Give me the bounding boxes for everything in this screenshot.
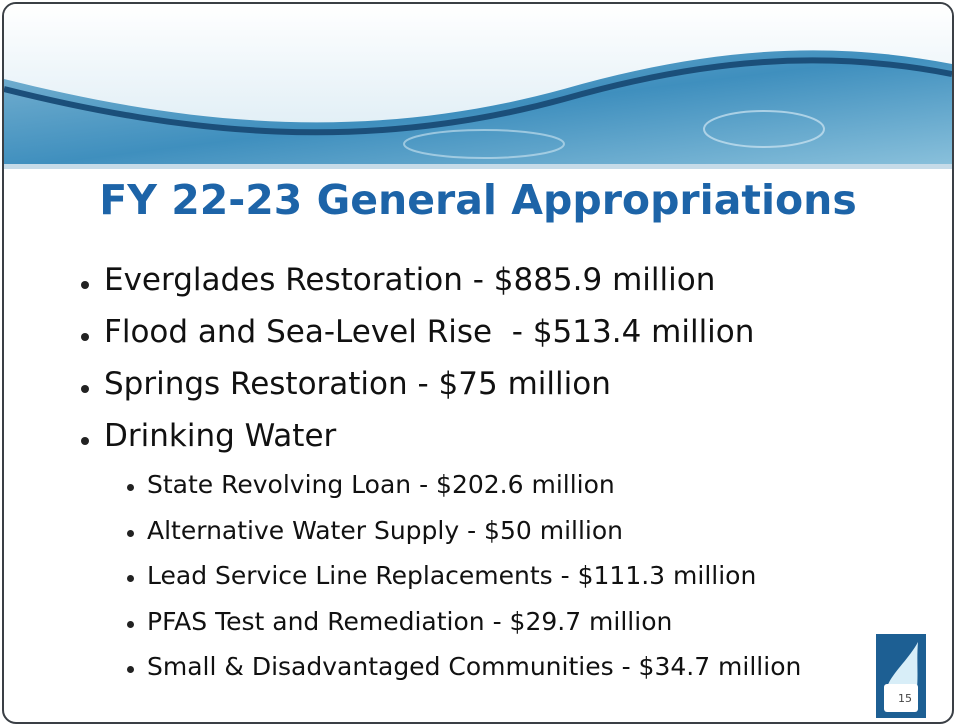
sub-bullet-dot bbox=[127, 620, 134, 628]
sub-bullet-text: Small & Disadvantaged Communities - $34.… bbox=[147, 652, 802, 681]
bullet-text: Everglades Restoration - $885.9 million bbox=[104, 262, 716, 298]
header-wave bbox=[4, 4, 952, 169]
page-number: 15 bbox=[898, 692, 912, 705]
sub-bullet-text: Alternative Water Supply - $50 million bbox=[147, 515, 624, 545]
bullet-text: Springs Restoration - $75 million bbox=[104, 366, 611, 402]
sub-bullet-dot bbox=[127, 529, 134, 537]
bullet-dot bbox=[81, 333, 89, 341]
sub-bullet-dot bbox=[127, 575, 134, 582]
bullet-text: Flood and Sea-Level Rise - $513.4 millio… bbox=[104, 314, 755, 350]
sub-bullet-text: PFAS Test and Remediation - $29.7 millio… bbox=[147, 606, 673, 636]
sub-bullet-text: State Revolving Loan - $202.6 million bbox=[147, 470, 615, 499]
bullet-dot bbox=[81, 281, 89, 289]
sub-bullet-dot bbox=[127, 666, 134, 673]
bullet-dot bbox=[81, 437, 89, 445]
sub-bullet-dot bbox=[127, 484, 134, 491]
sub-bullet-text: Lead Service Line Replacements - $111.3 … bbox=[147, 561, 757, 590]
slide-title: FY 22-23 General Appropriations bbox=[99, 176, 857, 224]
logo bbox=[876, 634, 926, 718]
bullet-dot bbox=[81, 385, 89, 393]
bullet-text: Drinking Water bbox=[104, 418, 337, 454]
